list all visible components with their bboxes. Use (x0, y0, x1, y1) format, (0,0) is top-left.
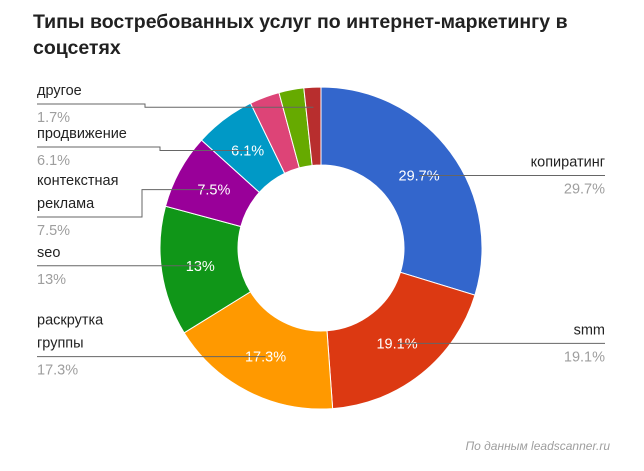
slice-раскрутка-группы (183, 291, 334, 410)
leader-line (37, 189, 214, 218)
legend-value-smm: 19.1% (564, 349, 605, 365)
source-note: По данным leadscanner.ru (465, 439, 610, 453)
leader-line (37, 103, 314, 108)
slice-копиратинг (320, 86, 483, 296)
legend-label-smm: smm (574, 322, 605, 338)
legend-label-seo: seo (37, 245, 60, 261)
slice-smm (326, 271, 476, 410)
legend-label-kopirating: копиратинг (531, 154, 605, 170)
slice-value-label: 13% (186, 259, 215, 275)
legend-value-seo: 13% (37, 272, 66, 288)
legend-value-kopirating: 29.7% (564, 181, 605, 197)
slice-value-label: 17.3% (245, 350, 286, 366)
legend-label-drugoe: другое (37, 83, 82, 99)
slice-value-label: 7.5% (197, 183, 230, 199)
legend-label-kontekst-2: реклама (37, 196, 95, 212)
legend-label-prodvizhenie: продвижение (37, 126, 127, 142)
legend-label-raskrutka-2: группы (37, 336, 84, 352)
legend-value-raskrutka: 17.3% (37, 363, 78, 379)
slice-value-label: 19.1% (376, 336, 417, 352)
slice-value-label: 29.7% (399, 168, 440, 184)
slice-другое (303, 86, 322, 167)
legend-label-kontekst: контекстная (37, 173, 118, 189)
legend-value-kontekst: 7.5% (37, 223, 70, 239)
legend-value-drugoe: 1.7% (37, 110, 70, 126)
chart-title: Типы востребованных услуг по интернет-ма… (33, 11, 568, 59)
leader-line (37, 146, 248, 151)
legend-value-prodvizhenie: 6.1% (37, 153, 70, 169)
slice-value-label: 6.1% (231, 143, 264, 159)
legend-label-raskrutka: раскрутка (37, 313, 104, 329)
